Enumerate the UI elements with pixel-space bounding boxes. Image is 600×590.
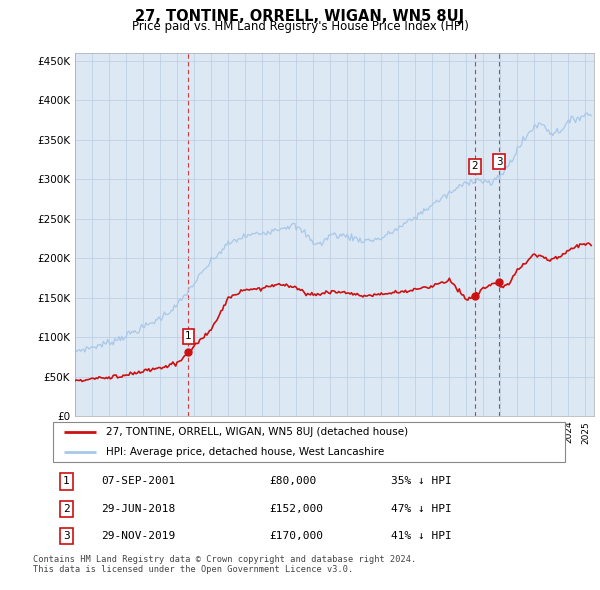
FancyBboxPatch shape <box>53 421 565 463</box>
Text: 29-JUN-2018: 29-JUN-2018 <box>101 504 175 514</box>
Text: 3: 3 <box>63 531 70 541</box>
Text: 29-NOV-2019: 29-NOV-2019 <box>101 531 175 541</box>
Text: 07-SEP-2001: 07-SEP-2001 <box>101 477 175 487</box>
Text: 1: 1 <box>63 477 70 487</box>
Text: Contains HM Land Registry data © Crown copyright and database right 2024.
This d: Contains HM Land Registry data © Crown c… <box>33 555 416 574</box>
Text: £80,000: £80,000 <box>270 477 317 487</box>
Text: 3: 3 <box>496 157 502 167</box>
Text: 47% ↓ HPI: 47% ↓ HPI <box>391 504 452 514</box>
Text: 2: 2 <box>63 504 70 514</box>
Text: 27, TONTINE, ORRELL, WIGAN, WN5 8UJ (detached house): 27, TONTINE, ORRELL, WIGAN, WN5 8UJ (det… <box>106 427 408 437</box>
Text: 1: 1 <box>185 331 192 341</box>
Text: 41% ↓ HPI: 41% ↓ HPI <box>391 531 452 541</box>
Text: 35% ↓ HPI: 35% ↓ HPI <box>391 477 452 487</box>
Text: £170,000: £170,000 <box>270 531 324 541</box>
Text: Price paid vs. HM Land Registry's House Price Index (HPI): Price paid vs. HM Land Registry's House … <box>131 20 469 33</box>
Text: £152,000: £152,000 <box>270 504 324 514</box>
Text: 27, TONTINE, ORRELL, WIGAN, WN5 8UJ: 27, TONTINE, ORRELL, WIGAN, WN5 8UJ <box>136 9 464 24</box>
Text: HPI: Average price, detached house, West Lancashire: HPI: Average price, detached house, West… <box>106 447 385 457</box>
Text: 2: 2 <box>472 161 478 171</box>
